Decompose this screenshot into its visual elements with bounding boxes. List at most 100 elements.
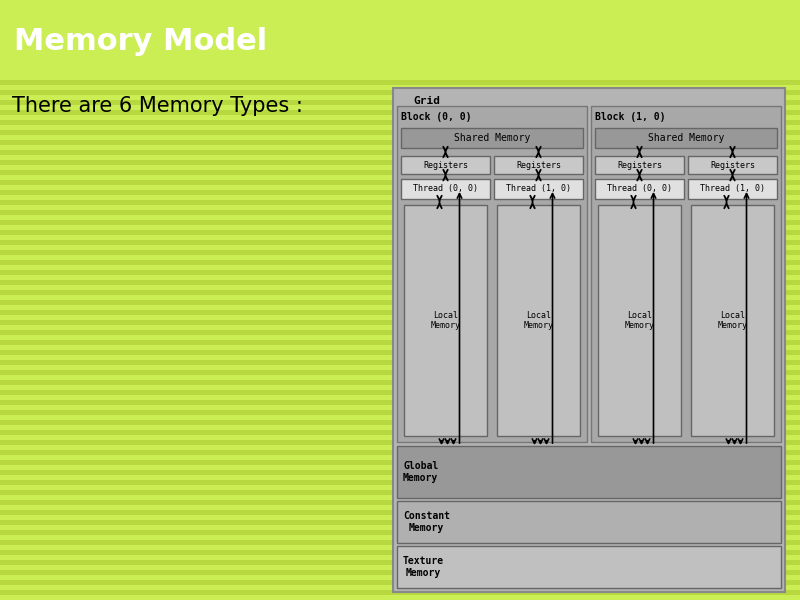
Bar <box>0 165 800 170</box>
Bar <box>0 470 800 475</box>
Bar <box>0 395 800 400</box>
Bar <box>0 350 800 355</box>
Bar <box>0 155 800 160</box>
Bar <box>397 546 781 588</box>
Text: Local
Memory: Local Memory <box>523 311 554 330</box>
Bar <box>0 530 800 535</box>
Bar <box>0 240 800 245</box>
Bar <box>0 315 800 320</box>
Bar <box>0 475 800 480</box>
Bar <box>0 270 800 275</box>
Bar <box>0 325 800 330</box>
Bar <box>0 390 800 395</box>
Bar <box>0 250 800 255</box>
Bar <box>401 156 490 174</box>
Bar <box>0 460 800 465</box>
Bar <box>0 215 800 220</box>
Bar <box>595 179 684 199</box>
Bar <box>0 290 800 295</box>
Text: Thread (1, 0): Thread (1, 0) <box>506 185 571 193</box>
Bar <box>0 560 800 565</box>
Text: Shared Memory: Shared Memory <box>648 133 724 143</box>
Bar <box>0 170 800 175</box>
Bar <box>0 585 800 590</box>
Bar <box>0 245 800 250</box>
Text: Global
Memory: Global Memory <box>403 461 438 483</box>
Bar <box>0 455 800 460</box>
Text: Registers: Registers <box>710 160 755 169</box>
Bar <box>397 446 781 498</box>
Text: Registers: Registers <box>617 160 662 169</box>
Bar <box>404 205 487 436</box>
Bar <box>0 595 800 600</box>
Bar <box>0 100 800 105</box>
Bar <box>0 345 800 350</box>
Bar <box>0 135 800 140</box>
Bar <box>0 430 800 435</box>
Text: Texture
Memory: Texture Memory <box>403 556 444 578</box>
Bar <box>0 230 800 235</box>
Bar <box>688 179 777 199</box>
Text: Local
Memory: Local Memory <box>625 311 654 330</box>
Bar <box>0 465 800 470</box>
Bar <box>0 90 800 95</box>
Text: Shared Memory: Shared Memory <box>454 133 530 143</box>
Bar <box>0 570 800 575</box>
Bar <box>0 260 800 265</box>
Bar <box>0 280 800 285</box>
Bar <box>0 110 800 115</box>
Text: There are 6 Memory Types :: There are 6 Memory Types : <box>12 96 303 116</box>
Text: Thread (0, 0): Thread (0, 0) <box>413 185 478 193</box>
Bar <box>0 140 800 145</box>
Bar <box>0 310 800 315</box>
Bar <box>0 195 800 200</box>
Bar <box>0 500 800 505</box>
Bar <box>0 540 800 545</box>
Bar <box>0 80 800 85</box>
Bar <box>0 415 800 420</box>
Bar <box>393 88 785 592</box>
Bar <box>0 490 800 495</box>
Bar <box>497 205 580 436</box>
Bar <box>0 545 800 550</box>
Bar <box>598 205 681 436</box>
Bar <box>0 550 800 555</box>
Bar <box>0 85 800 90</box>
Bar <box>691 205 774 436</box>
Bar <box>0 440 800 445</box>
Text: Registers: Registers <box>423 160 468 169</box>
Bar <box>0 335 800 340</box>
Bar <box>0 75 800 80</box>
Bar <box>0 375 800 380</box>
Bar <box>0 340 800 345</box>
Bar <box>0 295 800 300</box>
Bar <box>0 205 800 210</box>
Bar <box>0 450 800 455</box>
Bar <box>397 501 781 543</box>
Bar <box>0 380 800 385</box>
Text: Block (1, 0): Block (1, 0) <box>595 112 666 122</box>
Bar <box>494 179 583 199</box>
Bar <box>0 355 800 360</box>
Bar <box>0 515 800 520</box>
Bar <box>0 95 800 100</box>
Bar <box>397 106 587 442</box>
Bar <box>688 156 777 174</box>
Bar <box>0 330 800 335</box>
Text: Local
Memory: Local Memory <box>430 311 461 330</box>
Bar <box>401 128 583 148</box>
Text: Block (0, 0): Block (0, 0) <box>401 112 471 122</box>
Bar <box>0 235 800 240</box>
Text: Memory Model: Memory Model <box>14 27 268 56</box>
Bar <box>0 120 800 125</box>
Text: Registers: Registers <box>516 160 561 169</box>
Bar <box>0 320 800 325</box>
Bar <box>0 130 800 135</box>
Bar <box>0 400 800 405</box>
Bar <box>0 555 800 560</box>
Bar <box>0 265 800 270</box>
Bar <box>0 115 800 120</box>
Bar <box>0 575 800 580</box>
Bar <box>0 255 800 260</box>
Bar <box>0 505 800 510</box>
